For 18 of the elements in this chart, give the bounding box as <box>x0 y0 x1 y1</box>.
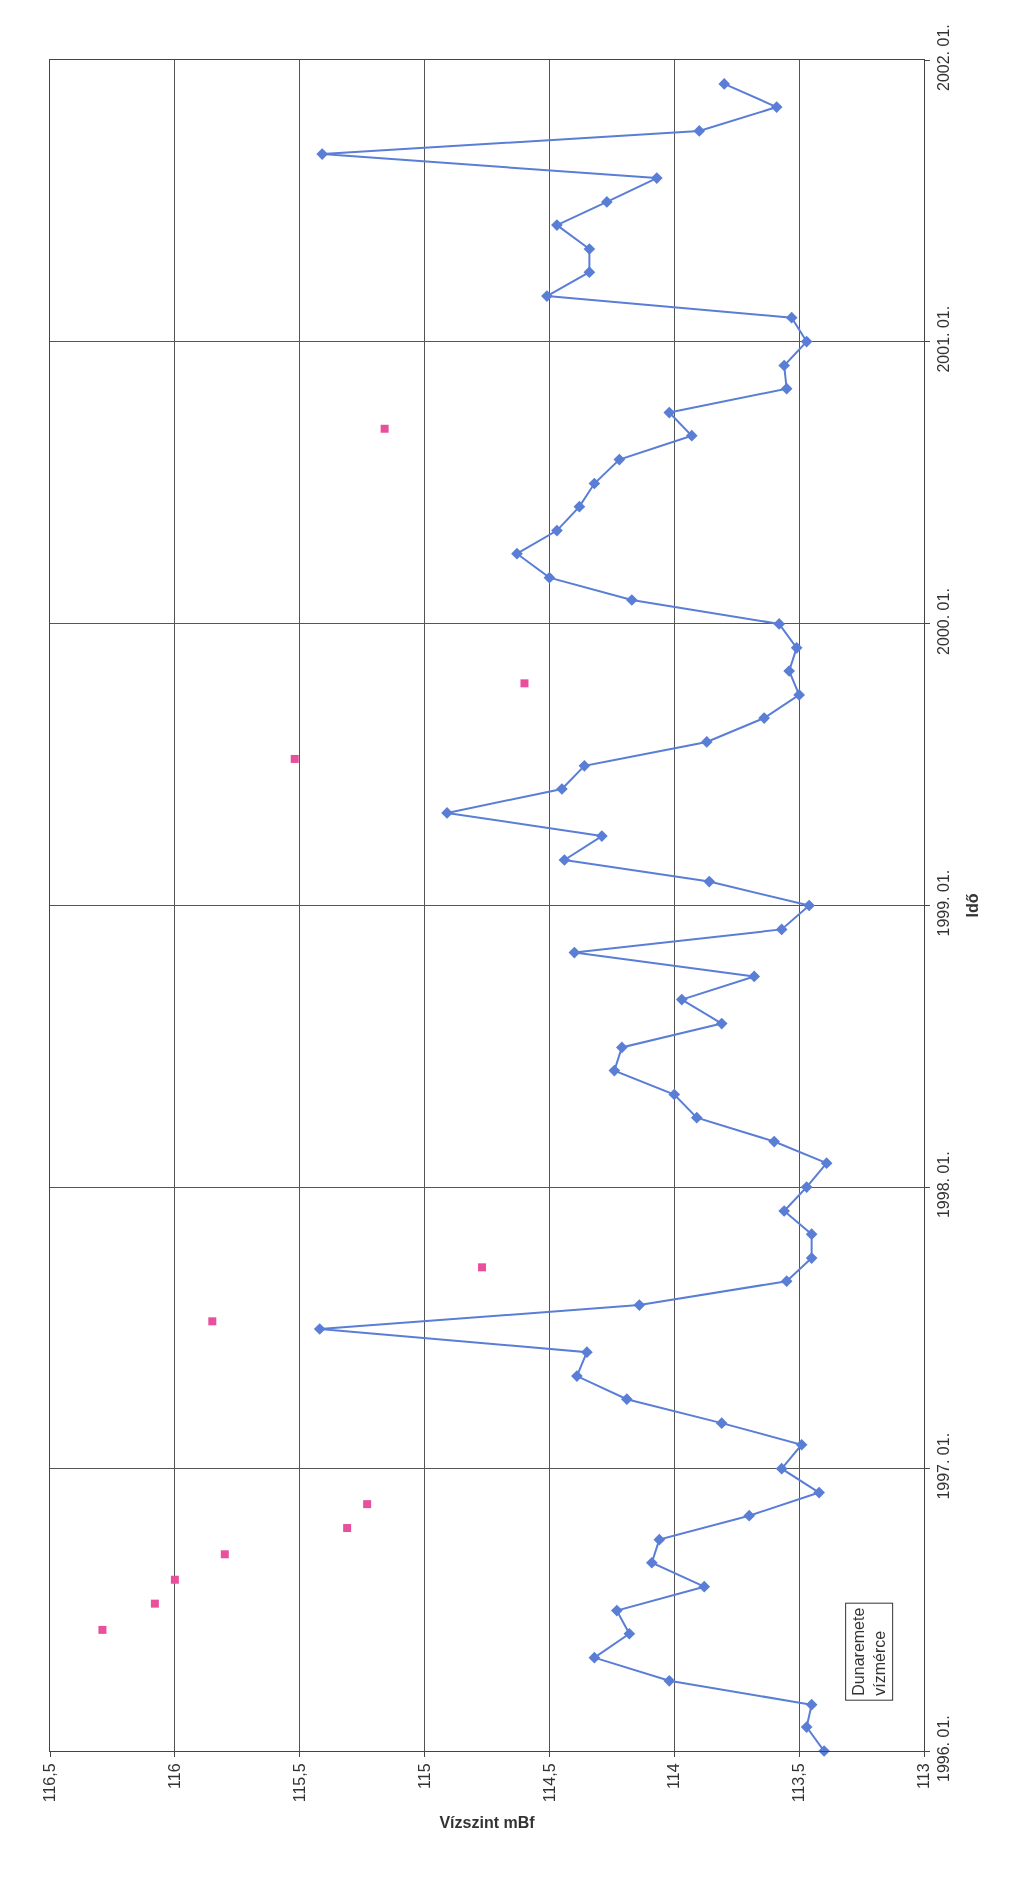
x-axis-title: Vízszint mBf <box>439 1813 536 1831</box>
y-tick-label: 1998. 01. <box>935 1151 953 1219</box>
x-tick-label: 115 <box>415 1763 433 1789</box>
x-tick-label: 115,5 <box>290 1763 308 1803</box>
x-tick-label: 114,5 <box>540 1763 558 1803</box>
x-tick-label: 114 <box>665 1763 683 1789</box>
y-tick-label: 2000. 01. <box>935 588 953 655</box>
x-tick-label: 116 <box>166 1763 184 1789</box>
y-tick-label: 1997. 01. <box>935 1432 953 1500</box>
x-tick-label: 116,5 <box>41 1763 59 1803</box>
y-tick-label: 2002. 01. <box>935 24 953 91</box>
y-axis-title: Idő <box>963 893 981 918</box>
x-tick-label: 113,5 <box>790 1763 808 1803</box>
y-tick-label: 1999. 01. <box>935 869 953 937</box>
y-tick-label: 2001. 01. <box>935 305 953 373</box>
y-tick-label: 1996. 01. <box>935 1715 953 1782</box>
annotation: Dunaremete vízmérce <box>850 1607 888 1696</box>
x-tick-label: 113 <box>915 1763 933 1789</box>
